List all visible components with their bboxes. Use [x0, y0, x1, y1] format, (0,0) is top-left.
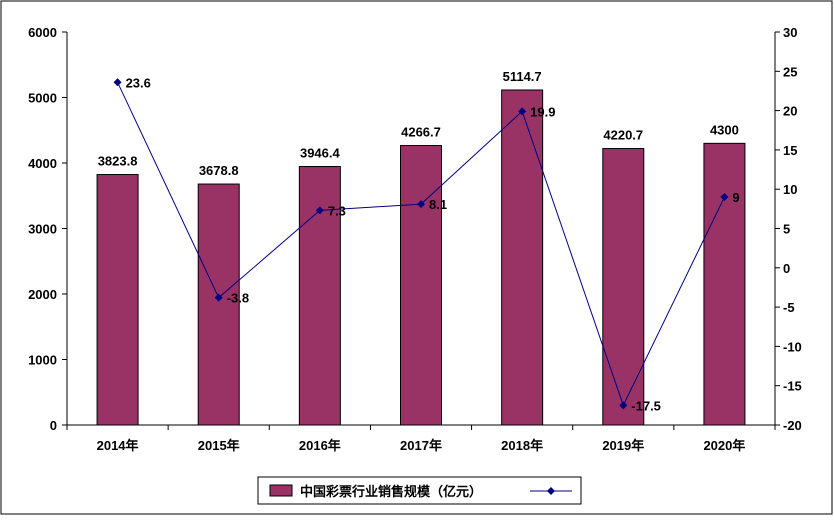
bar-data-label: 4220.7: [603, 128, 643, 143]
bar-data-label: 3823.8: [98, 154, 138, 169]
x-tick-label: 2014年: [97, 438, 139, 453]
x-tick-label: 2015年: [198, 438, 240, 453]
legend-line-marker: [547, 487, 555, 495]
x-tick-label: 2016年: [299, 438, 341, 453]
bar: [501, 89, 544, 426]
left-y-tick-label: 3000: [28, 222, 57, 237]
bar: [602, 148, 645, 426]
line-data-label: 9: [732, 190, 739, 205]
line-marker: [315, 206, 324, 215]
right-y-tick-label: 15: [783, 143, 797, 158]
bar-data-label: 4266.7: [401, 125, 441, 140]
line-data-label: -3.8: [227, 291, 249, 306]
bar-data-label: 4300: [710, 122, 739, 137]
right-y-tick-label: 5: [783, 222, 790, 237]
line-marker: [720, 193, 729, 202]
right-y-tick-label: 30: [783, 25, 797, 40]
bar-data-label: 5114.7: [503, 69, 542, 84]
x-tick-label: 2019年: [602, 438, 644, 453]
line-marker: [113, 78, 122, 87]
line-data-label: 19.9: [530, 104, 555, 119]
bar: [400, 145, 442, 426]
right-y-tick-label: -5: [783, 300, 795, 315]
line-data-label: 8.1: [429, 197, 447, 212]
legend-box: [257, 476, 582, 505]
line-marker: [619, 401, 628, 410]
x-tick-label: 2018年: [501, 438, 543, 453]
left-y-tick-label: 5000: [28, 91, 57, 106]
right-y-tick-label: 25: [783, 64, 797, 79]
left-y-tick-label: 6000: [28, 25, 57, 40]
x-tick-label: 2017年: [400, 438, 442, 453]
right-y-tick-label: 0: [783, 261, 790, 276]
line-data-label: 23.6: [126, 75, 151, 90]
line-marker: [417, 200, 425, 209]
bar-data-label: 3678.8: [199, 163, 239, 178]
line-marker: [518, 107, 527, 116]
bar: [96, 174, 139, 426]
left-y-tick-label: 2000: [28, 287, 57, 302]
bar: [703, 142, 746, 426]
right-y-tick-label: 10: [783, 182, 797, 197]
left-y-tick-label: 4000: [28, 156, 57, 171]
right-y-tick-label: -15: [783, 379, 802, 394]
legend-bar-label: 中国彩票行业销售规模（亿元）: [300, 484, 482, 499]
line-data-label: 7.3: [328, 203, 346, 218]
right-y-tick-label: 20: [783, 104, 797, 119]
line-data-label: -17.5: [631, 398, 661, 413]
left-y-tick-label: 0: [50, 418, 57, 433]
right-y-tick-label: -20: [783, 418, 802, 433]
bar: [197, 183, 240, 426]
legend-bar-swatch: [269, 484, 293, 497]
left-y-tick-label: 1000: [28, 353, 57, 368]
right-y-tick-label: -10: [783, 339, 802, 354]
line-marker: [214, 293, 223, 302]
x-tick-label: 2020年: [703, 438, 745, 453]
bar-data-label: 3946.4: [300, 146, 341, 161]
